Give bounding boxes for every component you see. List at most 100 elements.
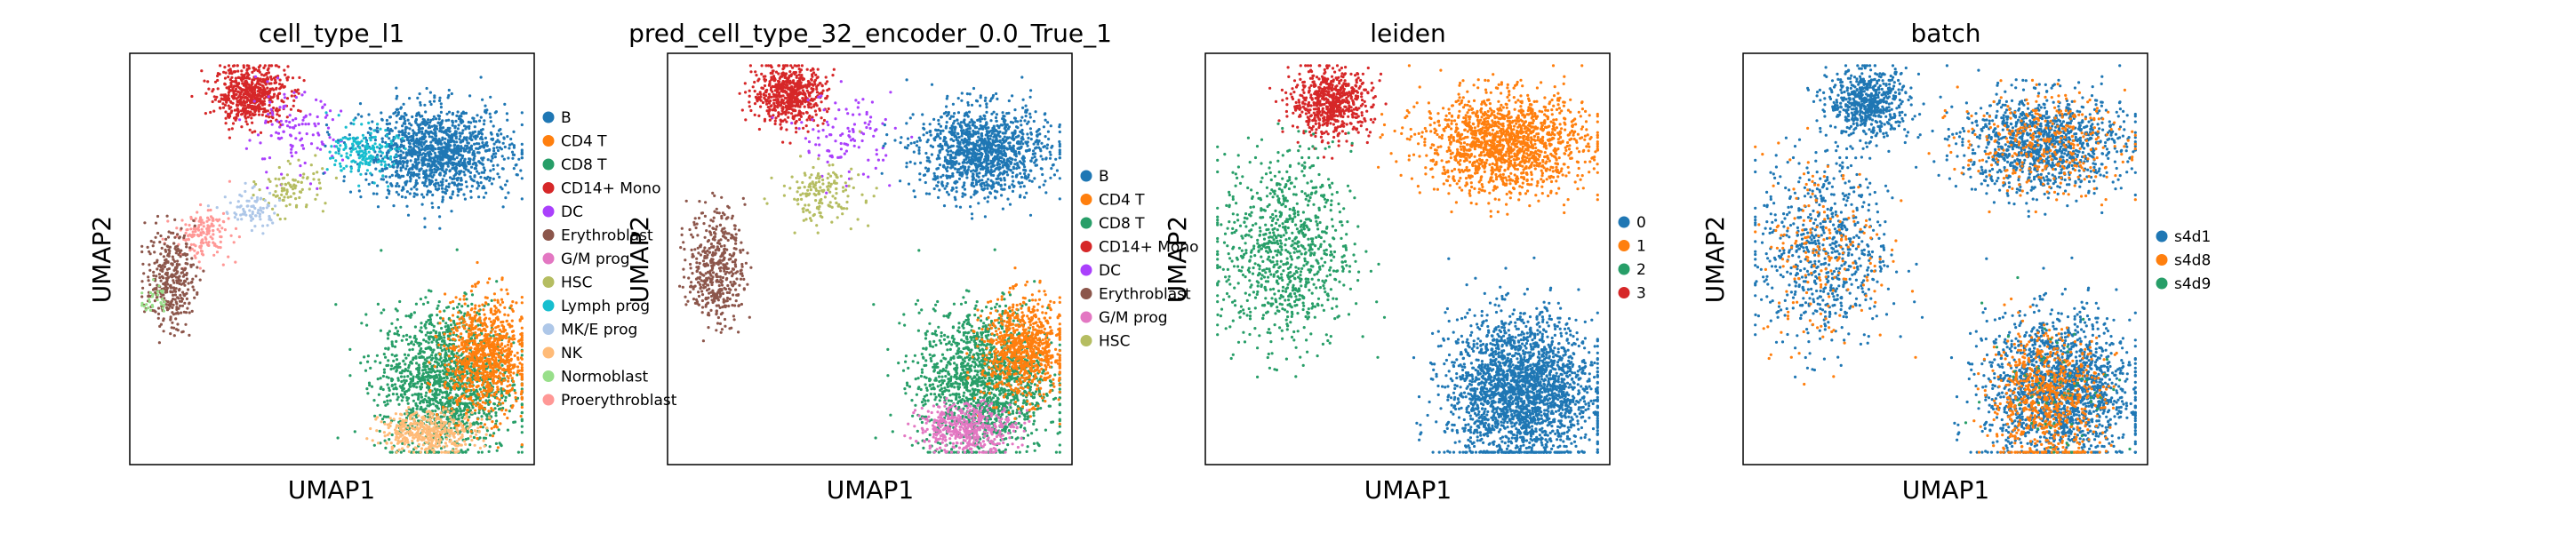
data-point: [420, 147, 423, 152]
data-point: [520, 315, 524, 319]
data-point: [156, 267, 159, 271]
data-point: [212, 109, 216, 113]
data-point: [161, 298, 164, 301]
data-point: [327, 133, 331, 137]
data-point: [256, 211, 260, 215]
data-point: [230, 72, 234, 76]
data-point: [273, 211, 276, 215]
data-point: [141, 286, 145, 290]
data-point: [446, 337, 451, 341]
data-point: [314, 154, 317, 157]
data-point: [256, 133, 260, 137]
data-point: [502, 157, 506, 161]
data-point: [379, 413, 382, 417]
data-point: [261, 224, 265, 227]
data-point: [163, 265, 166, 268]
data-point: [409, 315, 412, 319]
data-point: [394, 154, 397, 157]
data-point: [511, 156, 515, 160]
data-point: [236, 99, 239, 103]
data-point: [432, 99, 436, 103]
data-point: [242, 107, 245, 110]
data-point: [314, 197, 317, 201]
data-point: [498, 398, 501, 402]
data-point: [395, 114, 398, 117]
data-point: [387, 347, 390, 351]
data-point: [334, 159, 338, 163]
data-point: [432, 382, 436, 386]
data-point: [436, 166, 440, 170]
data-point: [197, 260, 201, 264]
data-point: [434, 182, 437, 186]
data-point: [520, 142, 524, 146]
data-point: [481, 158, 484, 162]
data-point: [264, 73, 268, 76]
data-point: [428, 399, 432, 402]
data-point: [483, 411, 486, 415]
data-point: [227, 217, 230, 220]
data-point: [439, 364, 443, 368]
data-point: [406, 375, 410, 378]
data-point: [500, 132, 503, 136]
data-point: [364, 152, 368, 155]
data-point: [460, 179, 463, 182]
data-point: [477, 195, 481, 199]
data-point: [200, 227, 204, 231]
data-point: [443, 383, 446, 386]
data-point: [244, 79, 248, 84]
data-point: [258, 105, 261, 108]
data-point: [479, 181, 483, 185]
data-point: [178, 274, 181, 278]
data-point: [372, 136, 375, 139]
data-point: [215, 251, 220, 254]
data-point: [400, 130, 404, 133]
data-point: [396, 193, 401, 196]
data-point: [317, 178, 321, 181]
data-point: [239, 109, 243, 113]
data-point: [185, 245, 188, 249]
data-point: [456, 110, 460, 114]
data-point: [453, 412, 457, 416]
data-point: [297, 91, 300, 95]
data-point: [444, 148, 447, 152]
data-point: [419, 298, 422, 301]
data-point: [488, 434, 492, 437]
data-point: [388, 438, 391, 442]
data-point: [466, 405, 469, 409]
data-point: [372, 192, 375, 195]
data-point: [452, 157, 456, 161]
data-point: [463, 383, 467, 386]
data-point: [448, 148, 452, 152]
data-point: [156, 259, 159, 262]
data-point: [349, 166, 353, 171]
data-point: [278, 78, 282, 82]
data-point: [300, 144, 304, 147]
data-point: [485, 140, 489, 145]
data-point: [319, 147, 323, 151]
data-point: [453, 325, 457, 330]
data-point: [175, 249, 180, 253]
data-point: [432, 329, 436, 332]
data-point: [484, 136, 488, 139]
data-point: [334, 151, 338, 155]
data-point: [495, 396, 500, 400]
data-point: [348, 154, 352, 157]
data-point: [225, 211, 228, 214]
data-point: [262, 97, 267, 100]
data-point: [252, 99, 256, 103]
data-point: [420, 346, 423, 351]
data-point: [452, 375, 456, 378]
data-point: [237, 235, 241, 239]
data-point: [451, 328, 454, 331]
data-point: [469, 165, 474, 169]
data-point: [351, 147, 355, 151]
data-point: [434, 354, 437, 357]
data-point: [420, 395, 424, 399]
data-point: [480, 450, 484, 454]
data-point: [472, 391, 476, 394]
data-point: [312, 178, 316, 181]
data-point: [493, 155, 497, 159]
data-point: [289, 151, 293, 155]
data-point: [236, 96, 240, 99]
data-point: [466, 141, 469, 145]
